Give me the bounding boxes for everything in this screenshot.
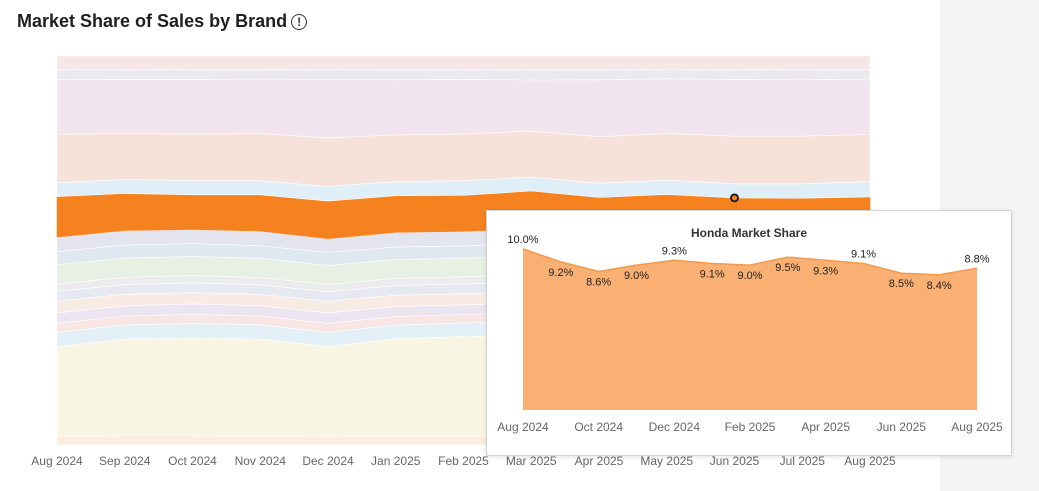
x-tick-label: Dec 2024 <box>302 454 354 468</box>
highlight-marker[interactable] <box>730 193 739 203</box>
tooltip-x-tick-label: Apr 2025 <box>801 420 850 434</box>
area-band-other-brand-13[interactable] <box>56 130 871 187</box>
honda-area-chart: 10.0% 9.2% 8.6% 9.0% 9.3% 9.1% 9.0% 9.5% 9.3% 9.1… <box>497 234 1003 434</box>
tooltip-x-tick-label: Jun 2025 <box>877 420 927 434</box>
x-tick-label: Oct 2024 <box>168 454 217 468</box>
info-icon[interactable]: ! <box>291 13 308 30</box>
chart-header: Market Share of Sales by Brand ! <box>17 11 308 32</box>
tooltip-x-tick-label: Aug 2025 <box>951 420 1003 434</box>
x-tick-label: Jul 2025 <box>780 454 826 468</box>
x-tick-label: Apr 2025 <box>575 454 624 468</box>
chart-title: Market Share of Sales by Brand <box>17 11 288 31</box>
value-label: 10.0% <box>507 234 538 246</box>
tooltip-x-tick-label: Aug 2024 <box>497 420 549 434</box>
tooltip-x-tick-label: Oct 2024 <box>574 420 623 434</box>
value-label: 8.4% <box>927 280 952 292</box>
value-label: 9.1% <box>851 248 876 260</box>
tooltip-x-tick-label: Feb 2025 <box>725 420 776 434</box>
area-band-other-brand-14[interactable] <box>56 78 871 139</box>
x-tick-label: Jan 2025 <box>371 454 421 468</box>
value-label: 9.3% <box>662 245 687 257</box>
tooltip-x-tick-label: Dec 2024 <box>649 420 701 434</box>
value-label: 9.0% <box>624 270 649 282</box>
info-icon-glyph: ! <box>297 14 302 29</box>
value-label: 9.1% <box>700 268 725 280</box>
x-tick-label: Mar 2025 <box>506 454 557 468</box>
honda-area <box>523 249 977 410</box>
value-label: 8.8% <box>964 253 989 265</box>
x-tick-label: Sep 2024 <box>99 454 151 468</box>
honda-tooltip: 10.0% 9.2% 8.6% 9.0% 9.3% 9.1% 9.0% 9.5% 9.3% 9.1… <box>486 210 1012 456</box>
x-tick-label: Aug 2025 <box>844 454 896 468</box>
value-label: 8.6% <box>586 277 611 289</box>
value-label: 9.2% <box>548 267 573 279</box>
honda-line <box>522 248 978 276</box>
tooltip-title: Honda Market Share <box>690 226 808 240</box>
value-label: 9.3% <box>813 265 838 277</box>
area-band-other-brand-15[interactable] <box>56 68 871 81</box>
value-label: 8.5% <box>889 278 914 290</box>
x-tick-label: Nov 2024 <box>235 454 287 468</box>
x-tick-label: Aug 2024 <box>31 454 83 468</box>
x-tick-label: May 2025 <box>640 454 693 468</box>
value-label: 9.5% <box>775 262 800 274</box>
area-band-other-brand-16[interactable] <box>56 55 871 71</box>
x-tick-label: Feb 2025 <box>438 454 489 468</box>
value-label: 9.0% <box>737 270 762 282</box>
x-tick-label: Jun 2025 <box>710 454 760 468</box>
